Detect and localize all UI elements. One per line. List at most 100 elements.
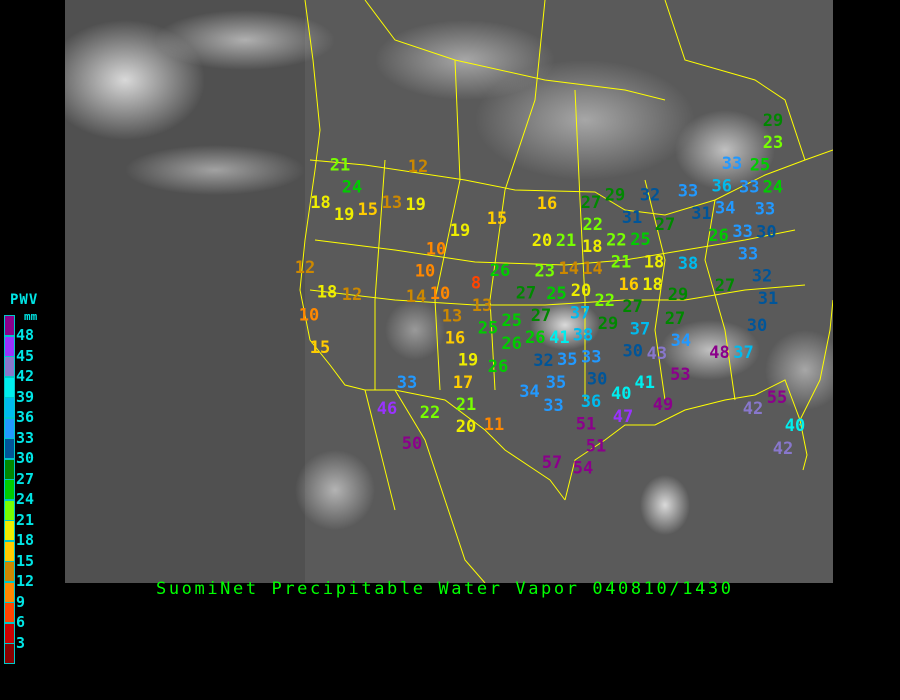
legend-label: 39: [16, 387, 35, 406]
station-pwv-value: 26: [490, 261, 510, 281]
station-pwv-value: 22: [606, 230, 626, 250]
station-pwv-value: 36: [711, 176, 731, 196]
station-pwv-value: 30: [756, 222, 776, 242]
station-pwv-value: 25: [546, 284, 566, 304]
legend-swatch: [4, 438, 15, 459]
station-pwv-value: 30: [623, 342, 643, 362]
station-pwv-value: 51: [586, 436, 606, 456]
station-pwv-value: 22: [583, 215, 603, 235]
legend-label: 33: [16, 428, 35, 447]
legend-swatch: [4, 581, 15, 603]
legend-unit: mm: [24, 310, 38, 323]
station-pwv-value: 18: [317, 283, 337, 303]
station-pwv-value: 27: [581, 193, 601, 213]
station-pwv-value: 15: [487, 209, 507, 229]
station-pwv-value: 33: [738, 245, 758, 265]
legend-swatch: [4, 335, 15, 357]
station-pwv-value: 27: [715, 276, 735, 296]
station-pwv-value: 42: [743, 399, 763, 419]
legend-swatch: [4, 397, 15, 418]
legend-label: 30: [16, 449, 35, 467]
station-pwv-value: 30: [747, 316, 767, 336]
station-pwv-value: 16: [537, 194, 557, 214]
station-pwv-value: 10: [415, 262, 435, 282]
station-pwv-value: 53: [670, 365, 690, 385]
station-pwv-value: 20: [532, 231, 552, 251]
legend-label: 27: [16, 469, 35, 488]
station-pwv-value: 54: [573, 459, 593, 479]
station-pwv-value: 10: [426, 240, 446, 260]
station-pwv-value: 51: [576, 414, 596, 434]
station-pwv-value: 50: [402, 434, 422, 454]
station-pwv-value: 19: [450, 221, 470, 241]
station-pwv-value: 11: [484, 415, 504, 435]
station-pwv-value: 31: [691, 204, 711, 224]
station-pwv-value: 40: [785, 416, 805, 436]
station-pwv-value: 26: [525, 328, 545, 348]
station-pwv-value: 33: [755, 200, 775, 220]
station-pwv-value: 38: [573, 325, 593, 345]
station-pwv-value: 22: [420, 403, 440, 423]
legend-swatch: [4, 561, 15, 582]
station-pwv-value: 33: [543, 396, 563, 416]
station-pwv-value: 57: [542, 453, 562, 473]
station-pwv-value: 10: [430, 284, 450, 304]
station-pwv-value: 35: [557, 350, 577, 370]
station-pwv-value: 37: [570, 303, 590, 323]
station-pwv-value: 8: [471, 274, 481, 294]
legend-swatch: [4, 376, 15, 398]
cloud-cover: [65, 10, 833, 535]
station-pwv-value: 23: [534, 262, 554, 282]
station-pwv-value: 21: [611, 253, 631, 273]
station-pwv-value: 31: [758, 289, 778, 309]
station-pwv-value: 32: [533, 351, 553, 371]
legend-swatch: [4, 315, 15, 336]
station-pwv-value: 21: [456, 395, 476, 415]
legend-label: 15: [16, 551, 35, 570]
station-pwv-value: 14: [559, 259, 579, 279]
station-pwv-value: 32: [640, 186, 660, 206]
legend-swatch: [4, 458, 15, 480]
legend-swatch: [4, 602, 15, 623]
legend-swatch: [4, 622, 15, 644]
satellite-map: [65, 0, 833, 583]
station-pwv-value: 25: [478, 318, 498, 338]
station-pwv-value: 26: [708, 226, 728, 246]
station-pwv-value: 33: [722, 154, 742, 174]
station-pwv-value: 29: [605, 186, 625, 206]
station-pwv-value: 15: [310, 338, 330, 358]
station-pwv-value: 18: [582, 237, 602, 257]
station-pwv-value: 33: [397, 373, 417, 393]
station-pwv-value: 12: [342, 285, 362, 305]
station-pwv-value: 21: [330, 155, 350, 175]
map-title: SuomiNet Precipitable Water Vapor 040810…: [156, 579, 734, 599]
station-pwv-value: 29: [763, 111, 783, 131]
station-pwv-value: 38: [678, 254, 698, 274]
station-pwv-value: 12: [408, 157, 428, 177]
station-pwv-value: 47: [613, 407, 633, 427]
station-pwv-value: 10: [299, 305, 319, 325]
station-pwv-value: 25: [630, 230, 650, 250]
station-pwv-value: 27: [531, 306, 551, 326]
station-pwv-value: 16: [619, 275, 639, 295]
station-pwv-value: 24: [342, 178, 362, 198]
station-pwv-value: 12: [295, 258, 315, 278]
station-pwv-value: 22: [594, 291, 614, 311]
station-pwv-value: 41: [549, 328, 569, 348]
legend-label: 12: [16, 572, 35, 590]
station-pwv-value: 55: [767, 388, 787, 408]
station-pwv-value: 34: [671, 331, 691, 351]
station-pwv-value: 40: [611, 384, 631, 404]
station-pwv-value: 43: [647, 344, 667, 364]
legend-label: 48: [16, 326, 35, 344]
station-pwv-value: 25: [501, 311, 521, 331]
station-pwv-value: 36: [581, 392, 601, 412]
legend-swatch: [4, 499, 15, 521]
station-pwv-value: 18: [310, 193, 330, 213]
political-borders: [299, 0, 833, 583]
legend-swatch: [4, 643, 15, 664]
legend-label: 6: [16, 613, 26, 631]
station-pwv-value: 14: [406, 287, 426, 307]
station-pwv-value: 37: [630, 320, 650, 340]
